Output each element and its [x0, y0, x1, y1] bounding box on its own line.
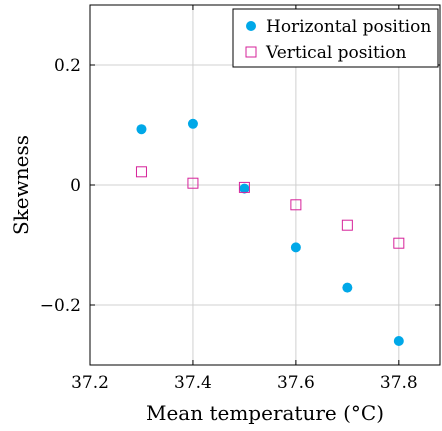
- data-point-series-0: [342, 282, 353, 293]
- x-tick-label: 37.2: [71, 373, 109, 393]
- y-tick-label: −0.2: [40, 296, 81, 316]
- data-point-series-0: [136, 124, 147, 135]
- data-point-series-1: [187, 177, 199, 189]
- x-tick-label: 37.6: [277, 373, 315, 393]
- legend-label-vertical: Vertical position: [265, 43, 406, 63]
- data-point-series-1: [341, 219, 353, 231]
- data-point-series-1: [393, 237, 405, 249]
- data-point-series-1: [290, 199, 302, 211]
- legend-box: [232, 8, 439, 68]
- legend-marker-horizontal: [246, 21, 256, 31]
- data-point-series-0: [239, 183, 250, 194]
- y-axis-label: Skewness: [9, 135, 33, 235]
- data-points: [135, 118, 405, 346]
- x-tick-label: 37.4: [174, 373, 212, 393]
- data-point-series-1: [238, 181, 250, 193]
- data-point-series-0: [393, 336, 404, 346]
- axis-ticks: 37.2 37.4 37.6 37.8 −0.2 0 0.2: [40, 5, 440, 393]
- x-axis-label: Mean temperature (°C): [146, 401, 384, 425]
- legend: Horizontal position Vertical position: [232, 8, 439, 68]
- legend-marker-vertical: [245, 46, 257, 58]
- data-point-series-0: [187, 118, 198, 129]
- data-point-series-0: [290, 242, 301, 253]
- data-point-series-1: [135, 166, 147, 178]
- legend-label-horizontal: Horizontal position: [266, 17, 431, 37]
- y-tick-label: 0.2: [54, 56, 81, 76]
- y-tick-label: 0: [70, 176, 81, 196]
- x-tick-label: 37.8: [380, 373, 418, 393]
